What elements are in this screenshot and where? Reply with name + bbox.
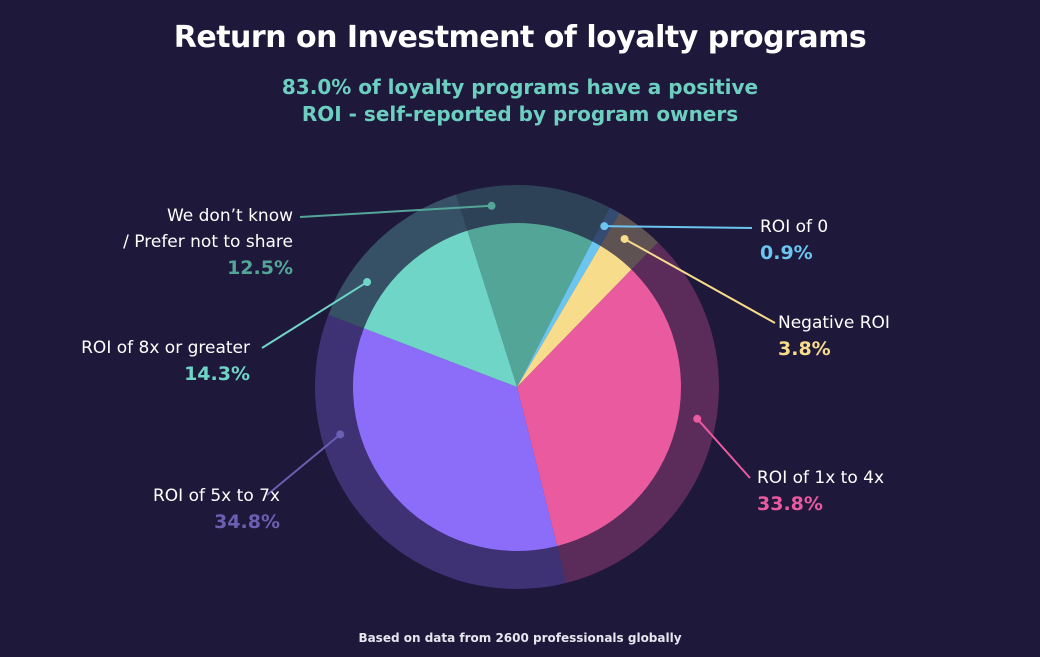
value-label-negative: 3.8% [778,338,831,360]
footer-note: Based on data from 2600 professionals gl… [358,631,682,645]
label-dont-know-line1: We don’t know [166,206,293,226]
label-roi-0: ROI of 0 0.9% [760,214,828,266]
chart-subtitle: 83.0% of loyalty programs have a positiv… [0,74,1040,128]
value-label-dont-know: 12.5% [227,257,293,279]
leader-dot-negative-roi [620,234,629,243]
value-label-8x: 14.3% [184,363,250,385]
value-label-5x-7x: 34.8% [214,511,280,533]
pie-slice-roi-of-5x-to-7x [353,328,558,551]
category-label-5x-7x: ROI of 5x to 7x [152,486,280,506]
category-label-negative: Negative ROI [778,313,890,333]
chart-title: Return on Investment of loyalty programs [173,20,867,55]
value-label-1x-4x: 33.8% [757,493,823,515]
label-1x-4x: ROI of 1x to 4x 33.8% [757,465,884,517]
label-negative: Negative ROI 3.8% [778,310,890,362]
leader-line-roi-of-1x-to-4x [696,418,751,479]
label-dont-know-line2: / Prefer not to share [123,232,293,252]
label-8x: ROI of 8x or greater 14.3% [81,335,250,387]
value-label-roi-0: 0.9% [760,242,813,264]
subtitle-line-1: 83.0% of loyalty programs have a positiv… [281,75,759,99]
category-label-8x: ROI of 8x or greater [81,338,250,358]
pie-slice-roi-of-0 [517,241,601,387]
pie-slice-we-don-t-know-prefer-not-to-share [467,223,593,387]
leader-line-roi-of-5x-to-7x [266,433,341,496]
leader-dot-we-don-t-know-prefer-not-to-share [487,201,496,210]
leader-dot-roi-of-0 [600,222,609,231]
label-dont-know: We don’t know / Prefer not to share 12.5… [123,203,293,281]
category-label-roi-0: ROI of 0 [760,217,829,237]
pie-slice-roi-of-1x-to-4x [517,269,681,547]
pie-slice-roi-of-8x-or-greater [363,230,517,387]
leader-dot-roi-of-1x-to-4x [693,414,702,423]
pie-slice-negative-roi [517,245,632,387]
leader-line-roi-of-8x-or-greater [261,281,368,349]
leader-line-we-don-t-know-prefer-not-to-share [299,204,492,218]
subtitle-line-2: ROI - self-reported by program owners [301,102,739,126]
category-label-1x-4x: ROI of 1x to 4x [757,468,885,488]
leader-line-negative-roi [624,238,776,324]
leader-line-roi-of-0 [604,225,753,229]
leader-dot-roi-of-5x-to-7x [336,430,345,439]
label-5x-7x: ROI of 5x to 7x 34.8% [153,483,280,535]
leader-dot-roi-of-8x-or-greater [363,278,372,287]
